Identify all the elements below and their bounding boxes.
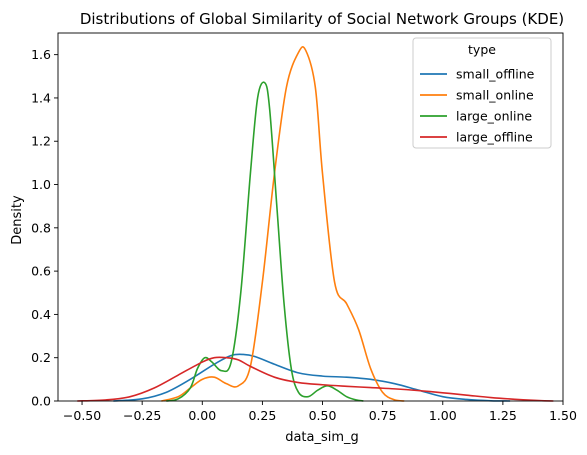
y-tick-label: 1.2 xyxy=(31,134,51,149)
legend-label-large-offline: large_offline xyxy=(456,130,533,145)
y-tick-label: 0.4 xyxy=(31,307,51,322)
y-tick-label: 1.0 xyxy=(31,177,51,192)
legend-label-large-online: large_online xyxy=(456,109,532,124)
y-tick-label: 0.8 xyxy=(31,220,51,235)
legend-entries: small_offline small_online large_onlinelar… xyxy=(420,67,535,145)
x-tick-label: −0.50 xyxy=(63,408,101,423)
y-axis-label: Density xyxy=(10,195,25,245)
x-axis-label: data_sim_g xyxy=(285,430,359,445)
legend-label-small-online: small_online xyxy=(456,88,534,103)
x-tick-label: 0.00 xyxy=(188,408,216,423)
x-tick-label: −0.25 xyxy=(123,408,161,423)
legend: type small_offline small_online large_onli… xyxy=(412,37,552,149)
legend-title: type xyxy=(468,42,496,57)
axes-layer: −0.50 −0.25 0.00 0.25 0.50 0.75 1.00 1.25 1.50 0.… xyxy=(31,32,577,423)
y-tick-label: 0.0 xyxy=(31,394,51,409)
plot-frame xyxy=(57,32,564,402)
y-tick-label: 0.2 xyxy=(31,350,51,365)
chart-title: Distributions of Global Similarity of So… xyxy=(80,10,564,28)
x-tick-label: 0.25 xyxy=(248,408,276,423)
series-layer xyxy=(77,46,554,402)
x-tick-label: 1.25 xyxy=(489,408,517,423)
y-tick-label: 0.6 xyxy=(31,264,51,279)
x-tick-label: 1.50 xyxy=(549,408,577,423)
x-tick-label: 1.00 xyxy=(429,408,457,423)
x-tick-label: 0.75 xyxy=(369,408,397,423)
series-line-large-online xyxy=(166,81,364,402)
series-line-small-offline xyxy=(113,353,511,402)
series-line-large-offline xyxy=(77,356,554,402)
legend-label-small-offline: small_offline xyxy=(456,67,535,82)
series-line-small-online xyxy=(161,46,405,402)
legend-box xyxy=(412,37,552,149)
y-tick-label: 1.4 xyxy=(31,90,51,105)
x-tick-label: 0.50 xyxy=(309,408,337,423)
y-tick-label: 1.6 xyxy=(31,47,51,62)
